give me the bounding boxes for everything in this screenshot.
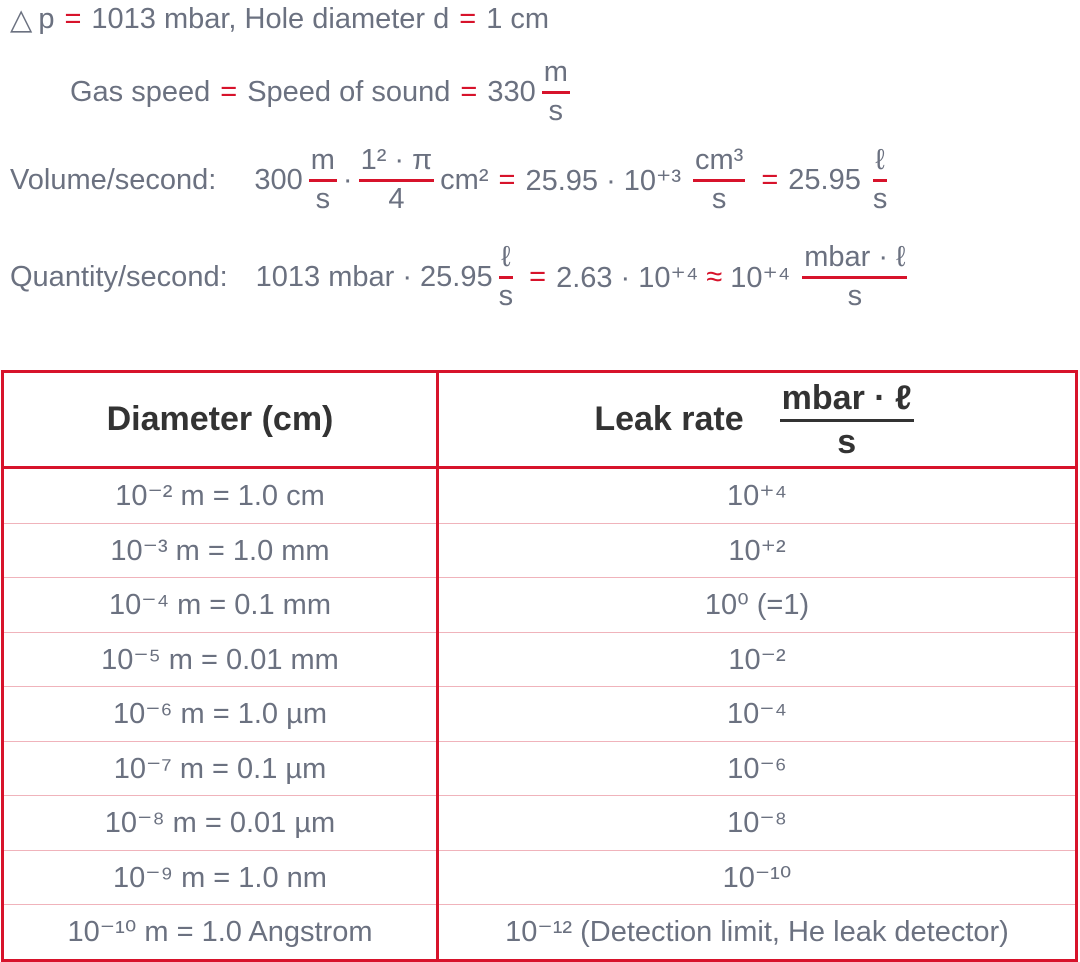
- fraction-bar: [802, 276, 908, 279]
- text: 25.95: [788, 163, 861, 196]
- label: Quantity/second:: [10, 260, 228, 293]
- label: Volume/second:: [10, 163, 217, 196]
- text: 1013 mbar, Hole diameter d: [91, 3, 450, 35]
- table-row: 10⁻⁸ m = 0.01 µm 10⁻⁸: [2, 795, 1077, 851]
- fraction: mbar · ℓ s: [802, 241, 908, 312]
- denominator: s: [711, 183, 727, 215]
- numerator: mbar · ℓ: [781, 378, 912, 417]
- denominator: s: [872, 183, 888, 215]
- fraction-bar: [358, 179, 435, 182]
- table-row: 10⁻⁴ m = 0.1 mm 10⁰ (=1): [2, 577, 1077, 633]
- fraction: cm³ s: [693, 144, 746, 215]
- cell-leak-rate: 10⁻⁴: [437, 686, 1077, 742]
- numerator: m: [310, 144, 335, 176]
- text: 300: [254, 163, 303, 196]
- text: 330: [487, 75, 536, 108]
- text: 1 cm: [486, 3, 550, 35]
- formula-pressure-diameter: △ p = 1013 mbar, Hole diameter d = 1 cm: [10, 2, 549, 37]
- equals: =: [220, 75, 238, 108]
- cell-diameter: 10⁻⁸ m = 0.01 µm: [2, 795, 439, 851]
- denominator: 4: [388, 183, 405, 215]
- table-row: 10⁻⁷ m = 0.1 µm 10⁻⁶: [2, 741, 1077, 796]
- delta-symbol: △: [10, 4, 33, 36]
- equals: =: [460, 75, 478, 108]
- equals: =: [761, 163, 779, 196]
- cell-diameter: 10⁻⁶ m = 1.0 µm: [2, 686, 439, 742]
- text: p: [38, 3, 55, 35]
- denominator: s: [847, 280, 863, 312]
- header-leak-rate: Leak rate mbar · ℓ s: [437, 371, 1077, 469]
- table-row: 10⁻³ m = 1.0 mm 10⁺²: [2, 523, 1077, 578]
- cell-leak-rate: 10⁻¹² (Detection limit, He leak detector…: [437, 904, 1077, 961]
- cell-diameter: 10⁻² m = 1.0 cm: [2, 467, 439, 524]
- cell-diameter: 10⁻⁴ m = 0.1 mm: [2, 577, 439, 633]
- numerator: 1² · π: [360, 144, 433, 176]
- denominator: s: [837, 422, 857, 461]
- equals: =: [529, 260, 547, 293]
- text: Gas speed: [70, 75, 211, 108]
- header-diameter: Diameter (cm): [2, 371, 439, 469]
- fraction-bar: [779, 418, 914, 422]
- dot: ·: [342, 163, 353, 196]
- fraction-bar: [541, 91, 570, 94]
- denominator: s: [315, 183, 331, 215]
- denominator: s: [498, 280, 514, 312]
- cell-leak-rate: 10⁺²: [437, 523, 1077, 578]
- table-row: 10⁻⁶ m = 1.0 µm 10⁻⁴: [2, 686, 1077, 742]
- numerator: ℓ: [875, 144, 885, 176]
- equals: =: [498, 163, 516, 196]
- fraction-bar: [498, 276, 514, 279]
- table-row: 10⁻¹⁰ m = 1.0 Angstrom 10⁻¹² (Detection l…: [2, 904, 1077, 961]
- cell-leak-rate: 10⁻⁶: [437, 741, 1077, 796]
- equals: =: [459, 3, 477, 35]
- text: 2.63 · 10⁺⁴: [556, 261, 699, 294]
- text: 10⁺⁴: [730, 261, 791, 294]
- fraction: 1² · π 4: [358, 144, 435, 215]
- cell-diameter: 10⁻⁷ m = 0.1 µm: [2, 741, 439, 796]
- table-row: 10⁻⁹ m = 1.0 nm 10⁻¹⁰: [2, 850, 1077, 905]
- cell-leak-rate: 10⁻²: [437, 632, 1077, 687]
- fraction-bar: [693, 179, 746, 182]
- table-row: 10⁻² m = 1.0 cm 10⁺⁴: [2, 467, 1077, 524]
- cell-diameter: 10⁻³ m = 1.0 mm: [2, 523, 439, 578]
- text: 1013 mbar · 25.95: [255, 260, 493, 293]
- cell-leak-rate: 10⁺⁴: [437, 467, 1077, 524]
- numerator: ℓ: [501, 241, 511, 273]
- equals: =: [64, 3, 82, 35]
- leak-rate-label: Leak rate: [594, 400, 744, 438]
- approx: ≈: [706, 260, 723, 293]
- cell-leak-rate: 10⁰ (=1): [437, 577, 1077, 633]
- unit-fraction: mbar · ℓ s: [779, 378, 914, 461]
- cell-diameter: 10⁻¹⁰ m = 1.0 Angstrom: [2, 904, 439, 961]
- fraction-bar: [308, 179, 337, 182]
- denominator: s: [548, 95, 564, 127]
- table-header-row: Diameter (cm) Leak rate mbar · ℓ s: [2, 371, 1077, 469]
- fraction-bar: [872, 179, 888, 182]
- cell-leak-rate: 10⁻⁸: [437, 795, 1077, 851]
- cell-leak-rate: 10⁻¹⁰: [437, 850, 1077, 905]
- cell-diameter: 10⁻⁵ m = 0.01 mm: [2, 632, 439, 687]
- text: 25.95 · 10⁺³: [525, 164, 682, 197]
- numerator: cm³: [695, 144, 744, 176]
- numerator: m: [543, 56, 568, 88]
- cell-diameter: 10⁻⁹ m = 1.0 nm: [2, 850, 439, 905]
- text: cm²: [440, 163, 489, 196]
- leak-rate-table: Diameter (cm) Leak rate mbar · ℓ s 10⁻² m…: [1, 370, 1078, 962]
- numerator: mbar · ℓ: [804, 241, 906, 273]
- table-row: 10⁻⁵ m = 0.01 mm 10⁻²: [2, 632, 1077, 687]
- text: Speed of sound: [247, 75, 451, 108]
